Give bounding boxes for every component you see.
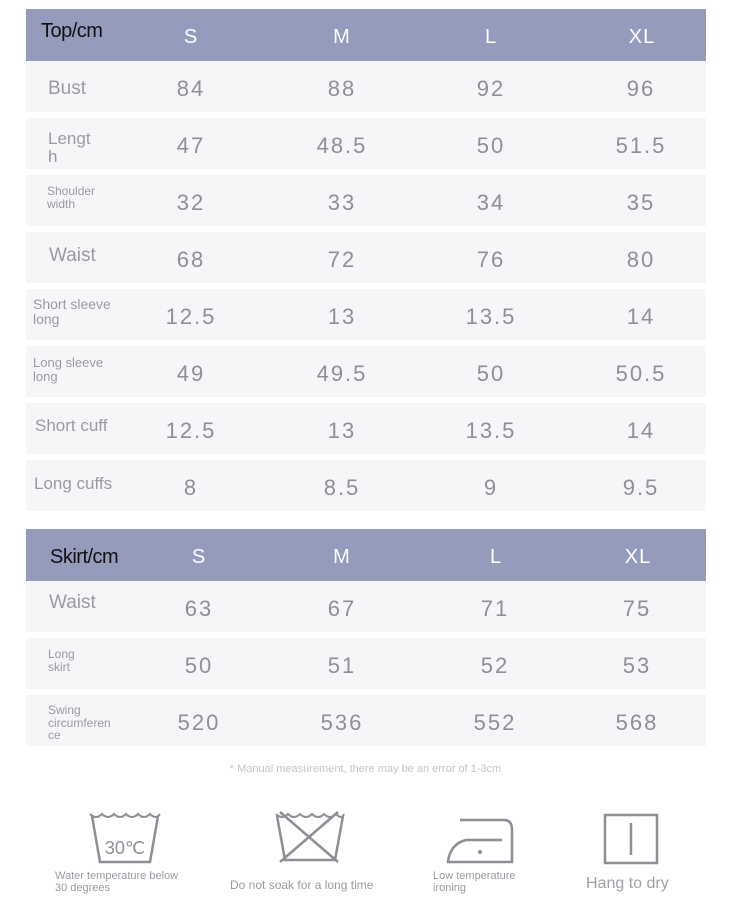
size-value-cell: 47: [176, 133, 206, 158]
size-value-cell: 67: [327, 596, 357, 621]
size-value-cell: 63: [184, 596, 214, 621]
size-value-cell: 9.5: [622, 475, 660, 500]
row-label: Bust: [48, 78, 87, 99]
size-value-cell: 9: [483, 475, 499, 500]
size-value-cell: 49.5: [316, 361, 368, 386]
size-value-cell: 72: [327, 247, 357, 272]
care-item-iron: [446, 818, 514, 866]
size-value-cell: 13.5: [465, 304, 517, 329]
size-value-cell: 51: [327, 653, 357, 678]
size-value-cell: 14: [626, 304, 656, 329]
care-caption-iron: Low temperature ironing: [433, 870, 516, 894]
size-value-cell: 13: [327, 304, 357, 329]
size-value-cell: 12.5: [165, 418, 217, 443]
table-row: Waist 63 67 71 75: [26, 581, 706, 632]
size-l-header: L: [489, 546, 503, 568]
row-label: Long cuffs: [34, 474, 113, 493]
skirt-table-header: Skirt/cm S M L XL: [26, 529, 706, 581]
row-label: Long sleeve long: [33, 355, 104, 384]
skirt-table-title: Skirt/cm: [50, 546, 119, 568]
size-xl-header: XL: [624, 546, 652, 568]
size-xl-header: XL: [628, 26, 656, 48]
row-label: Waist: [49, 245, 96, 266]
do-not-soak-icon: [275, 811, 345, 863]
care-caption-wash: Water temperature below 30 degrees: [55, 870, 179, 894]
table-row: Shoulder width 32 33 34 35: [26, 175, 706, 226]
size-value-cell: 92: [476, 76, 506, 101]
table-row: Waist 68 72 76 80: [26, 232, 706, 283]
table-row: Long cuffs 8 8.5 9 9.5: [26, 460, 706, 511]
size-value-cell: 50.5: [615, 361, 667, 386]
top-table-header: Top/cm S M L XL: [26, 9, 706, 61]
size-value-cell: 32: [176, 190, 206, 215]
size-value-cell: 552: [473, 710, 517, 735]
size-value-cell: 75: [622, 596, 652, 621]
wash-30-icon: 30℃: [89, 812, 161, 864]
table-row: Short sleeve long 12.5 13 13.5 14: [26, 289, 706, 340]
size-value-cell: 14: [626, 418, 656, 443]
hang-dry-icon: [603, 813, 659, 865]
size-value-cell: 35: [626, 190, 656, 215]
size-value-cell: 80: [626, 247, 656, 272]
care-item-wash: 30℃: [88, 810, 162, 866]
care-item-hang: [603, 813, 659, 865]
row-label: Swing circumferen ce: [48, 703, 111, 743]
size-value-cell: 50: [184, 653, 214, 678]
wash-temp-text: 30℃: [105, 838, 145, 858]
size-value-cell: 49: [176, 361, 206, 386]
size-value-cell: 96: [626, 76, 656, 101]
skirt-size-table: Skirt/cm S M L XL Waist 63 67 71 75 Long skir…: [26, 529, 706, 746]
row-label: Waist: [49, 592, 96, 613]
size-value-cell: 568: [615, 710, 659, 735]
size-value-cell: 12.5: [165, 304, 217, 329]
table-row: Lengt h 47 48.5 50 51.5: [26, 118, 706, 169]
table-row: Long sleeve long 49 49.5 50 50.5: [26, 346, 706, 397]
row-label: Shoulder width: [47, 184, 96, 211]
care-caption-hang: Hang to dry: [586, 875, 669, 892]
top-size-table: Top/cm S M L XL Bust 84 88 92 96 Lengt h 47 48.…: [26, 9, 706, 511]
measurement-note: * Manual measurement, there may be an er…: [229, 763, 502, 775]
size-value-cell: 50: [476, 361, 506, 386]
size-value-cell: 52: [480, 653, 510, 678]
size-value-cell: 68: [176, 247, 206, 272]
table-row: Short cuff 12.5 13 13.5 14: [26, 403, 706, 454]
size-value-cell: 13: [327, 418, 357, 443]
low-temp-iron-icon: [446, 818, 514, 864]
size-m-header: M: [333, 546, 351, 568]
top-table-title: Top/cm: [41, 20, 103, 42]
size-value-cell: 8: [183, 475, 199, 500]
size-value-cell: 34: [476, 190, 506, 215]
size-s-header: S: [191, 546, 207, 568]
size-value-cell: 76: [476, 247, 506, 272]
size-value-cell: 51.5: [615, 133, 667, 158]
size-value-cell: 536: [320, 710, 364, 735]
size-value-cell: 50: [476, 133, 506, 158]
size-s-header: S: [183, 26, 199, 48]
table-row: Swing circumferen ce 520 536 552 568: [26, 695, 706, 746]
size-value-cell: 84: [176, 76, 206, 101]
size-value-cell: 520: [177, 710, 221, 735]
size-value-cell: 8.5: [323, 475, 361, 500]
size-value-cell: 88: [327, 76, 357, 101]
size-value-cell: 48.5: [316, 133, 368, 158]
size-l-header: L: [484, 26, 498, 48]
size-value-cell: 53: [622, 653, 652, 678]
row-label: Short cuff: [35, 416, 108, 435]
care-item-soak: [274, 810, 346, 866]
table-row: Long skirt 50 51 52 53: [26, 638, 706, 689]
row-label: Short sleeve long: [33, 296, 111, 327]
table-row: Bust 84 88 92 96: [26, 61, 706, 112]
care-caption-soak: Do not soak for a long time: [230, 878, 374, 892]
size-value-cell: 71: [480, 596, 510, 621]
size-value-cell: 33: [327, 190, 357, 215]
row-label: Long skirt: [48, 647, 75, 674]
size-value-cell: 13.5: [465, 418, 517, 443]
row-label: Lengt h: [48, 129, 91, 166]
size-m-header: M: [333, 26, 351, 48]
